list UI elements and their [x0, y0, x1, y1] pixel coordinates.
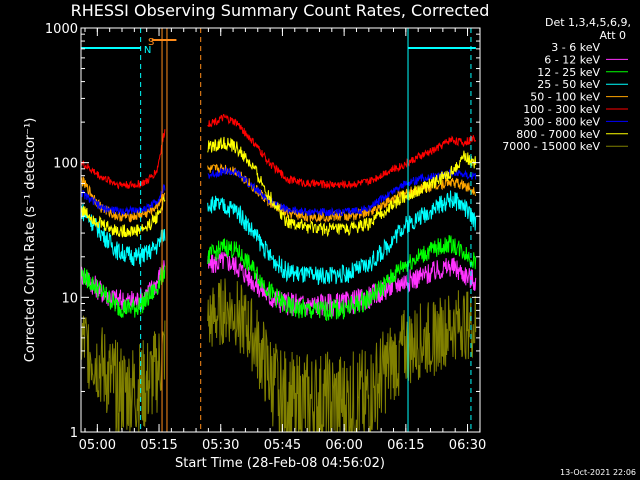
x-tick-label: 05:30 — [202, 438, 239, 453]
x-axis-label: Start Time (28-Feb-08 04:56:02) — [175, 456, 385, 471]
series-line — [207, 136, 477, 238]
series-line — [207, 190, 477, 286]
series-line — [80, 265, 166, 318]
chart-title: RHESSI Observing Summary Count Rates, Co… — [71, 1, 490, 20]
series-line — [207, 251, 477, 317]
series-line — [207, 234, 477, 322]
saa-label: S — [148, 37, 154, 48]
series-line — [207, 163, 477, 224]
series-line — [80, 315, 166, 433]
night-label: N — [144, 45, 151, 56]
legend-entry-label: 800 - 7000 keV — [516, 128, 600, 141]
series-line — [80, 272, 166, 395]
x-tick-label: 05:45 — [264, 438, 301, 453]
plot-frame — [80, 27, 481, 433]
observing-flags: NS — [81, 28, 476, 432]
y-tick-label: 1 — [70, 426, 78, 441]
x-tick-label: 05:15 — [140, 438, 177, 453]
series-lines — [80, 113, 477, 433]
series-line — [80, 195, 166, 238]
legend-entry-label: 50 - 100 keV — [530, 91, 600, 104]
footer-date: 13-Oct-2021 22:06 — [560, 468, 636, 477]
legend-header-line1: Det 1,3,4,5,6,9, — [545, 16, 631, 29]
series-line — [207, 113, 477, 190]
axes: 1 10 100 1000 05:00 05:15 05:30 05:45 06:00 06:15… — [45, 22, 486, 453]
legend-entry-label: 300 - 800 keV — [523, 115, 600, 128]
legend-entry-label: 12 - 25 keV — [537, 66, 600, 79]
legend-entry-label: 6 - 12 keV — [544, 53, 600, 66]
x-tick-label: 06:30 — [449, 438, 486, 453]
series-line — [80, 183, 166, 216]
legend-entry-label: 7000 - 15000 keV — [502, 140, 600, 153]
y-axis-label: Corrected Count Rate (s⁻¹ detector⁻¹) — [23, 118, 38, 363]
legend-header-line2: Att 0 — [600, 29, 626, 42]
series-line — [80, 129, 166, 190]
x-tick-label: 06:00 — [325, 438, 362, 453]
y-tick-label: 1000 — [45, 22, 78, 37]
y-tick-label: 10 — [61, 291, 78, 306]
series-line — [207, 278, 477, 433]
legend-entry-label: 100 - 300 keV — [523, 103, 600, 116]
series-line — [207, 252, 477, 392]
legend-entry-label: 25 - 50 keV — [537, 78, 600, 91]
y-tick-label: 100 — [53, 157, 78, 172]
x-tick-label: 06:15 — [387, 438, 424, 453]
legend-entry-label: 3 - 6 keV — [551, 41, 600, 54]
series-line — [207, 166, 477, 217]
x-tick-label: 05:00 — [79, 438, 116, 453]
